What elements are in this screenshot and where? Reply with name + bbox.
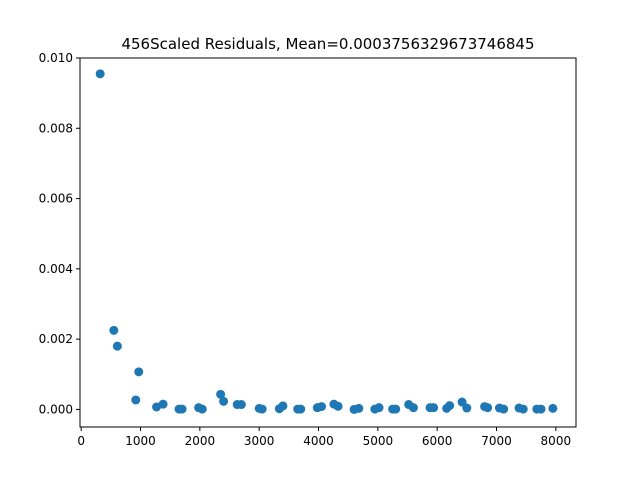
data-point (316, 402, 326, 412)
data-point (95, 69, 105, 79)
x-tick-label: 4000 (303, 434, 334, 448)
data-point (536, 404, 546, 414)
data-point (236, 400, 246, 410)
data-point (216, 389, 226, 399)
x-axis: 0 1000 2000 3000 4000 5000 6000 7000 8000 (77, 427, 571, 448)
x-tick-label: 1000 (125, 434, 156, 448)
data-point (429, 403, 439, 413)
data-point (518, 404, 528, 414)
data-point (296, 404, 306, 414)
data-point (278, 401, 288, 411)
x-tick-label: 6000 (422, 434, 453, 448)
x-tick-label: 7000 (481, 434, 512, 448)
data-point (158, 399, 168, 409)
data-point (391, 404, 401, 414)
y-tick-label: 0.006 (39, 192, 73, 206)
data-point (134, 367, 144, 377)
data-point (374, 403, 384, 413)
y-axis: 0.000 0.002 0.004 0.006 0.008 0.010 (39, 51, 80, 416)
data-point (177, 404, 187, 414)
x-tick-label: 2000 (185, 434, 216, 448)
chart-title: 456Scaled Residuals, Mean=0.000375632967… (121, 35, 534, 53)
x-tick-label: 8000 (541, 434, 572, 448)
data-points (95, 69, 558, 414)
y-tick-label: 0.000 (39, 402, 73, 416)
data-point (548, 403, 558, 413)
x-tick-label: 5000 (363, 434, 394, 448)
data-point (462, 403, 472, 413)
plot-frame (79, 57, 577, 428)
data-point (483, 403, 493, 413)
y-tick-label: 0.002 (39, 332, 73, 346)
data-point (445, 401, 455, 411)
data-point (408, 403, 418, 413)
data-point (112, 341, 122, 351)
y-tick-label: 0.004 (39, 262, 73, 276)
data-point (197, 404, 207, 414)
data-point (257, 404, 267, 414)
data-point (131, 395, 141, 405)
data-point (354, 403, 364, 413)
y-tick-label: 0.010 (39, 51, 73, 65)
data-point (219, 396, 229, 406)
data-point (109, 325, 119, 335)
y-tick-label: 0.008 (39, 121, 73, 135)
data-point (333, 401, 343, 411)
x-tick-label: 3000 (244, 434, 275, 448)
data-point (499, 404, 509, 414)
x-tick-label: 0 (77, 434, 85, 448)
